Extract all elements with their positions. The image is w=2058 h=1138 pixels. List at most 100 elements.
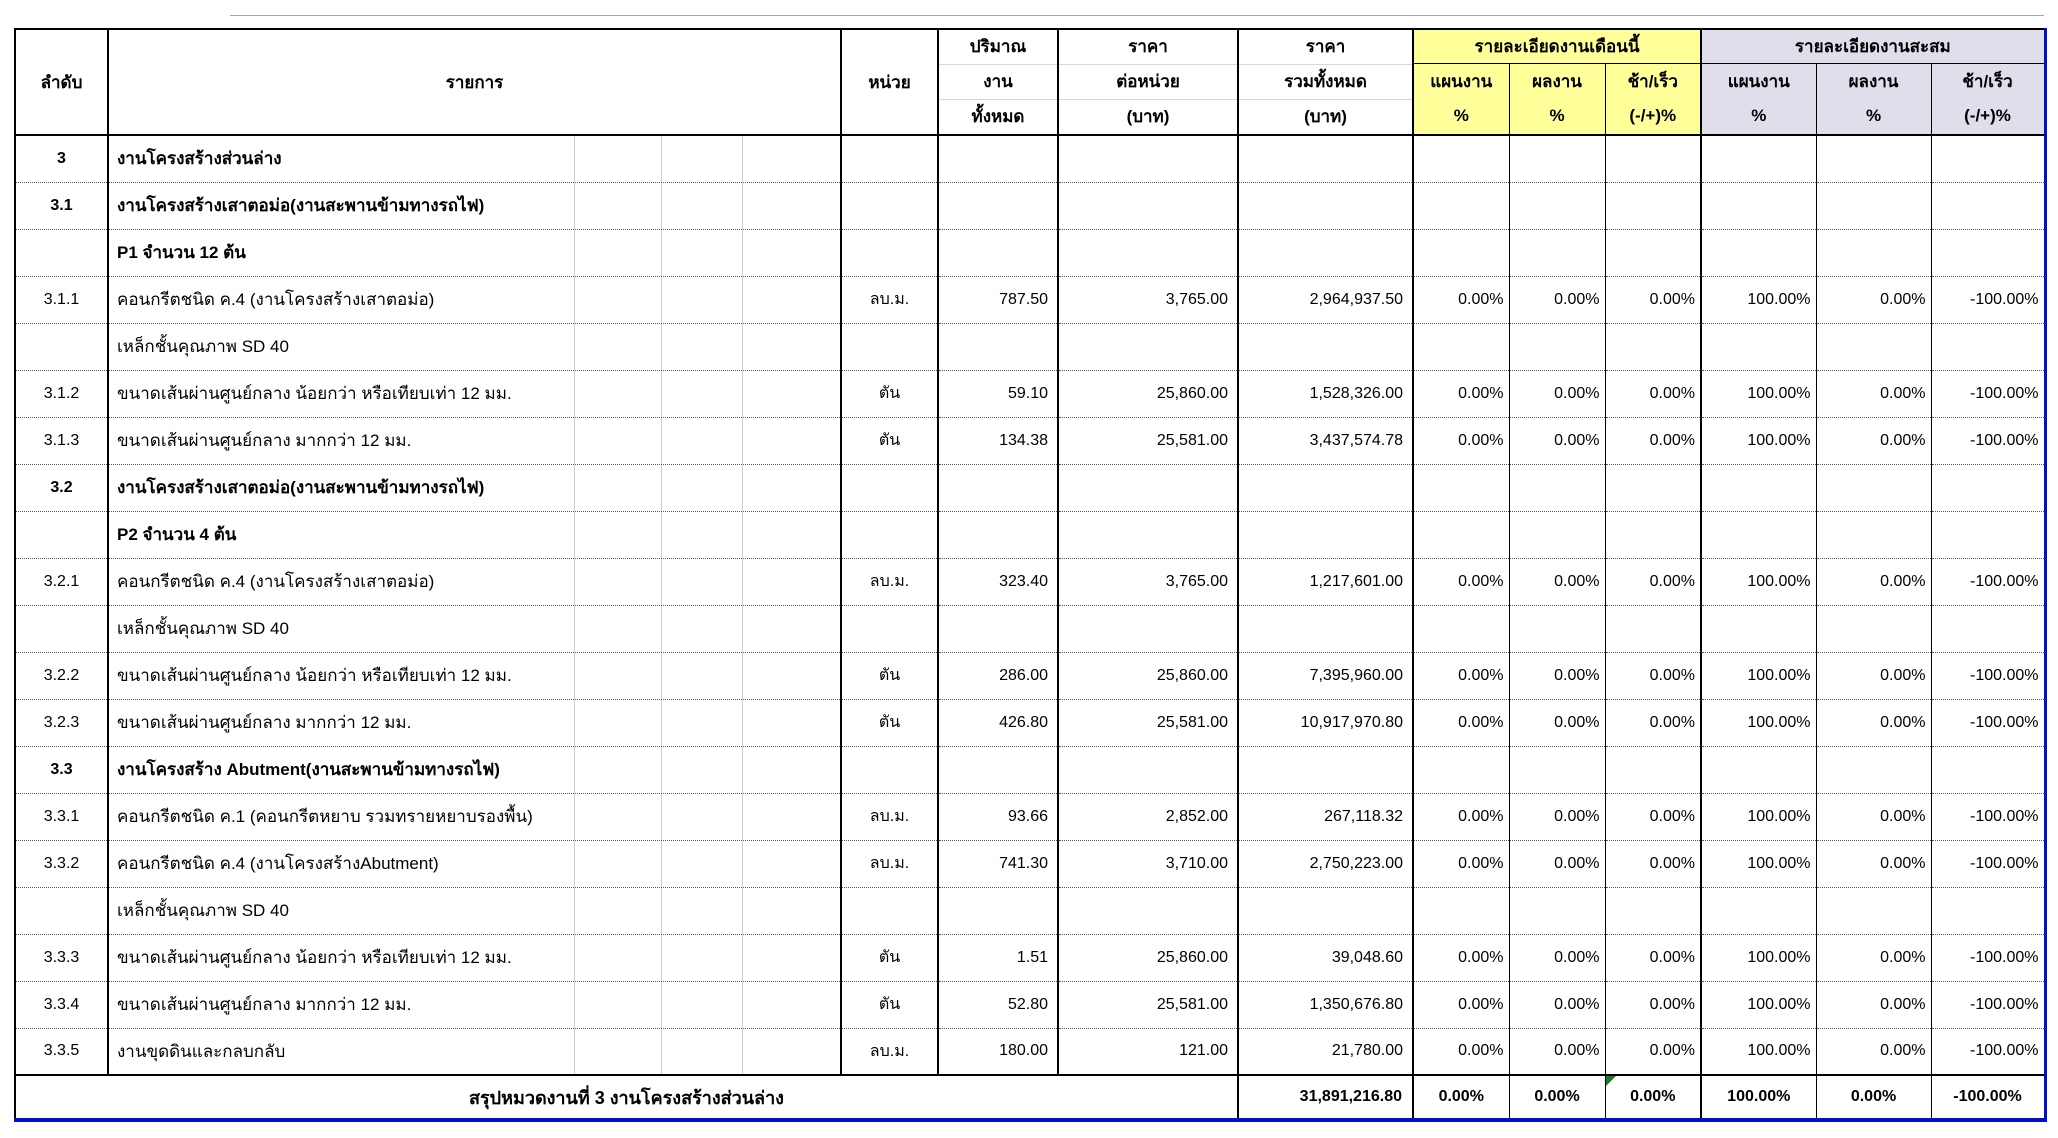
cell-unit: ลบ.ม. [841, 1027, 939, 1075]
cell-month-result [1509, 322, 1606, 370]
cell-total-price: 21,780.00 [1238, 1027, 1414, 1075]
table-row: 3.1 งานโครงสร้างเสาตอม่อ(งานสะพานข้ามทางร… [15, 181, 2046, 229]
cell-total-price: 10,917,970.80 [1238, 698, 1414, 746]
cell-description: งานโครงสร้างเสาตอม่อ(งานสะพานข้ามทางรถไฟ… [108, 463, 842, 511]
cell-month-plan: 0.00% [1413, 1027, 1510, 1075]
col-header-month-result: ผลงาน% [1509, 63, 1606, 135]
cell-cum-result: 0.00% [1816, 980, 1932, 1028]
cell-unit-price [1058, 228, 1239, 276]
cell-cum-plan: 100.00% [1701, 557, 1817, 605]
cell-unit: ตัน [841, 369, 939, 417]
cell-no: 3 [15, 134, 109, 182]
cell-unit: ตัน [841, 980, 939, 1028]
cell-unit-price [1058, 510, 1239, 558]
cell-quantity [938, 228, 1059, 276]
cell-cum-plan [1701, 510, 1817, 558]
cell-month-diff: 0.00% [1605, 275, 1703, 323]
cell-unit-price: 3,765.00 [1058, 557, 1239, 605]
cell-description: P1 จำนวน 12 ต้น [108, 228, 842, 276]
cell-month-diff: 0.00% [1605, 557, 1703, 605]
cell-cum-plan: 100.00% [1701, 933, 1817, 981]
cell-cum-diff: -100.00% [1931, 1027, 2046, 1075]
col-header-unit: หน่วย [841, 29, 939, 135]
cell-description: ขนาดเส้นผ่านศูนย์กลาง น้อยกว่า หรือเทียบ… [108, 369, 842, 417]
cell-cum-plan: 100.00% [1701, 839, 1817, 887]
cell-cum-plan [1701, 604, 1817, 652]
cell-unit-price: 25,860.00 [1058, 369, 1239, 417]
cell-no: 3.2.1 [15, 557, 109, 605]
cell-month-plan [1413, 463, 1510, 511]
cell-month-diff: 0.00% [1605, 839, 1703, 887]
cell-cum-diff: -100.00% [1931, 275, 2046, 323]
cell-unit [841, 228, 939, 276]
table-row: เหล็กชั้นคุณภาพ SD 40 [15, 604, 2046, 652]
cell-cum-result [1816, 322, 1932, 370]
cell-month-diff: 0.00% [1605, 1027, 1703, 1075]
cell-cum-plan [1701, 181, 1817, 229]
cell-month-result: 0.00% [1509, 933, 1606, 981]
cell-month-plan [1413, 745, 1510, 793]
cell-total-price [1238, 181, 1414, 229]
cell-unit-price [1058, 322, 1239, 370]
cell-month-result: 0.00% [1509, 980, 1606, 1028]
cell-cum-plan [1701, 886, 1817, 934]
cell-cum-plan: 100.00% [1701, 980, 1817, 1028]
cell-month-plan [1413, 510, 1510, 558]
cell-no: 3.1 [15, 181, 109, 229]
table-row: 3.3.4 ขนาดเส้นผ่านศูนย์กลาง มากกว่า 12 มม… [15, 980, 2046, 1028]
cell-cum-plan: 100.00% [1701, 1027, 1817, 1075]
cell-month-diff: 0.00% [1605, 980, 1703, 1028]
cell-description: งานโครงสร้างเสาตอม่อ(งานสะพานข้ามทางรถไฟ… [108, 181, 842, 229]
cell-unit [841, 886, 939, 934]
cell-unit [841, 604, 939, 652]
cell-month-plan [1413, 181, 1510, 229]
cell-month-plan [1413, 134, 1510, 182]
cell-month-result [1509, 463, 1606, 511]
cell-unit [841, 463, 939, 511]
cell-unit-price: 25,581.00 [1058, 980, 1239, 1028]
cell-total-price: 3,437,574.78 [1238, 416, 1414, 464]
cell-description: ขนาดเส้นผ่านศูนย์กลาง น้อยกว่า หรือเทียบ… [108, 651, 842, 699]
cell-month-diff [1605, 745, 1703, 793]
cell-description: เหล็กชั้นคุณภาพ SD 40 [108, 886, 842, 934]
cell-no [15, 886, 109, 934]
cell-quantity: 52.80 [938, 980, 1059, 1028]
cell-quantity: 787.50 [938, 275, 1059, 323]
cell-unit-price: 25,581.00 [1058, 698, 1239, 746]
cell-month-plan [1413, 228, 1510, 276]
summary-month-result: 0.00% [1509, 1074, 1606, 1120]
cell-cum-diff [1931, 886, 2046, 934]
cell-month-plan: 0.00% [1413, 416, 1510, 464]
cell-cum-diff: -100.00% [1931, 933, 2046, 981]
table-row: เหล็กชั้นคุณภาพ SD 40 [15, 322, 2046, 370]
cell-unit-price: 25,860.00 [1058, 933, 1239, 981]
col-header-cum-result: ผลงาน% [1816, 63, 1932, 135]
cell-no [15, 228, 109, 276]
cell-description: คอนกรีตชนิด ค.4 (งานโครงสร้างเสาตอม่อ) [108, 275, 842, 323]
cell-cum-result: 0.00% [1816, 651, 1932, 699]
cell-total-price [1238, 510, 1414, 558]
cell-total-price: 1,528,326.00 [1238, 369, 1414, 417]
cell-unit: ตัน [841, 416, 939, 464]
cell-cum-plan [1701, 745, 1817, 793]
summary-month-diff: 0.00% [1605, 1074, 1703, 1120]
cell-quantity: 286.00 [938, 651, 1059, 699]
cell-unit: ลบ.ม. [841, 839, 939, 887]
cell-description: งานขุดดินและกลบกลับ [108, 1027, 842, 1075]
cell-cum-result: 0.00% [1816, 792, 1932, 840]
cell-total-price [1238, 228, 1414, 276]
cell-month-plan: 0.00% [1413, 839, 1510, 887]
cell-month-plan: 0.00% [1413, 369, 1510, 417]
table-row: 3 งานโครงสร้างส่วนล่าง [15, 134, 2046, 182]
cell-description: คอนกรีตชนิด ค.4 (งานโครงสร้างเสาตอม่อ) [108, 557, 842, 605]
cell-month-plan: 0.00% [1413, 275, 1510, 323]
cell-month-diff: 0.00% [1605, 651, 1703, 699]
cell-total-price: 39,048.60 [1238, 933, 1414, 981]
cell-unit: ลบ.ม. [841, 557, 939, 605]
cell-cum-diff [1931, 604, 2046, 652]
cell-month-diff: 0.00% [1605, 369, 1703, 417]
cell-cum-result [1816, 463, 1932, 511]
cell-quantity: 180.00 [938, 1027, 1059, 1075]
col-header-total-price: ราคา รวมทั้งหมด (บาท) [1238, 29, 1414, 135]
cell-total-price [1238, 463, 1414, 511]
